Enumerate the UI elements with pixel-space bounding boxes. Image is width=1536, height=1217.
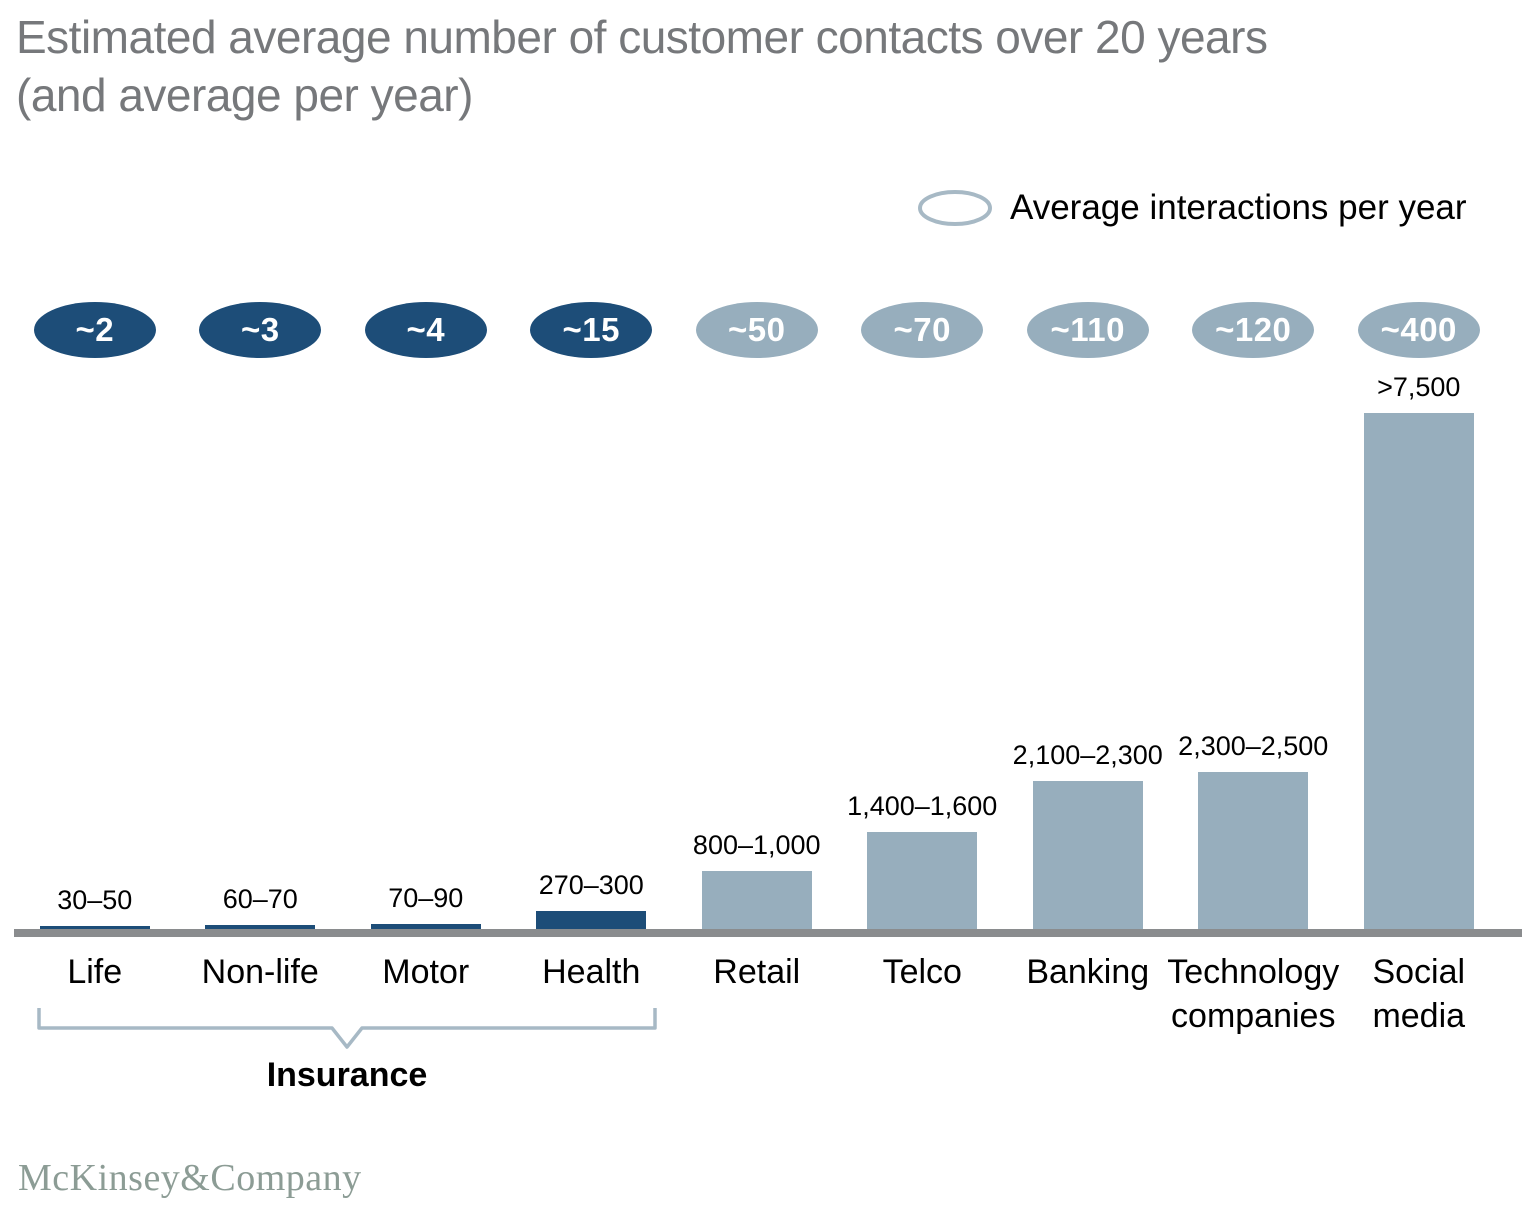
per-year-badge: ~50 xyxy=(695,302,818,358)
per-year-badge: ~120 xyxy=(1192,302,1315,358)
chart-column-retail: ~50 800–1,000 Retail xyxy=(674,0,840,1217)
baseline-axis xyxy=(14,929,1522,937)
bar-value-label: >7,500 xyxy=(1377,372,1461,402)
per-year-badge: ~110 xyxy=(1026,302,1149,358)
bar xyxy=(867,832,978,929)
category-label: Life xyxy=(67,953,123,991)
chart-column-banking: ~110 2,100–2,300 Banking xyxy=(1005,0,1171,1217)
per-year-badge: ~15 xyxy=(530,302,653,358)
per-year-badge: ~3 xyxy=(199,302,322,358)
chart-column-non-life: ~3 60–70 Non-life xyxy=(178,0,344,1217)
legend-label: Average interactions per year xyxy=(1010,188,1467,227)
chart-column-social-media: ~400 >7,500 Social media xyxy=(1336,0,1502,1217)
chart-column-health: ~15 270–300 Health xyxy=(509,0,675,1217)
category-label: Health xyxy=(542,953,641,991)
bar-value-label: 30–50 xyxy=(57,885,133,915)
per-year-badge: ~2 xyxy=(33,302,156,358)
bar xyxy=(1363,413,1474,929)
legend-ellipse-icon xyxy=(918,190,992,226)
category-label: Telco xyxy=(882,953,962,991)
per-year-badge: ~70 xyxy=(861,302,984,358)
chart-column-telco: ~70 1,400–1,600 Telco xyxy=(840,0,1006,1217)
category-label: Non-life xyxy=(201,953,319,991)
bar-value-label: 60–70 xyxy=(222,884,298,914)
category-label: Social media xyxy=(1372,953,1466,1035)
category-label: Banking xyxy=(1026,953,1150,991)
legend: Average interactions per year xyxy=(916,188,1467,228)
mckinsey-logo: McKinsey&Company xyxy=(18,1157,362,1199)
bar-value-label: 70–90 xyxy=(388,883,464,913)
bar xyxy=(536,911,647,929)
insurance-group-label: Insurance xyxy=(266,1056,428,1094)
bar xyxy=(1032,781,1143,929)
chart-column-motor: ~4 70–90 Motor xyxy=(343,0,509,1217)
per-year-badge: ~4 xyxy=(364,302,487,358)
bar-value-label: 2,100–2,300 xyxy=(1012,740,1163,770)
bar xyxy=(1198,772,1309,929)
per-year-badge: ~400 xyxy=(1357,302,1480,358)
bar xyxy=(701,871,812,929)
bar-value-label: 2,300–2,500 xyxy=(1178,731,1329,761)
bar-value-label: 800–1,000 xyxy=(692,830,821,860)
bar xyxy=(370,924,481,929)
category-label: Motor xyxy=(382,953,470,991)
chart-title: Estimated average number of customer con… xyxy=(16,11,1268,121)
chart-column-life: ~2 30–50 Life xyxy=(12,0,178,1217)
bar xyxy=(205,925,316,929)
bar-value-label: 1,400–1,600 xyxy=(847,791,998,821)
category-label: Retail xyxy=(713,953,801,991)
chart-column-technology: ~120 2,300–2,500 Technology companies xyxy=(1167,0,1339,1217)
bar xyxy=(39,926,150,929)
bar-value-label: 270–300 xyxy=(538,870,644,900)
category-label: Technology companies xyxy=(1167,953,1340,1035)
insurance-bracket xyxy=(37,1008,657,1049)
